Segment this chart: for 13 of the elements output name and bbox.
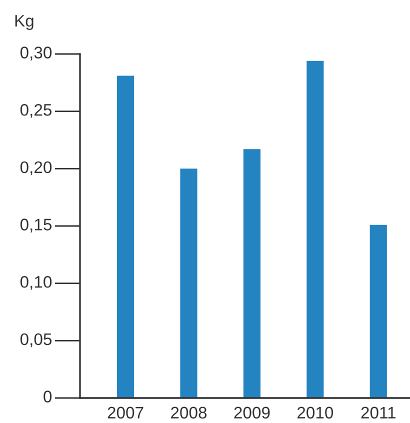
x-tick-label: 2010 [297,406,334,419]
y-tick-label: 0,10 [20,276,52,290]
x-tick-label: 2008 [171,406,207,419]
y-tick-label: 0,20 [20,161,52,176]
y-tick-label: 0,05 [20,333,52,348]
x-tick-label: 2011 [361,406,396,419]
y-tick-label: 0 [44,390,52,402]
y-axis-title: Kg [15,15,34,30]
y-tick-label: 0,25 [20,104,52,118]
y-tick-label: 0,30 [20,46,52,60]
x-tick-label: 2007 [108,406,144,419]
x-tick-label: 2009 [234,406,270,419]
y-tick-label: 0,15 [20,218,52,232]
